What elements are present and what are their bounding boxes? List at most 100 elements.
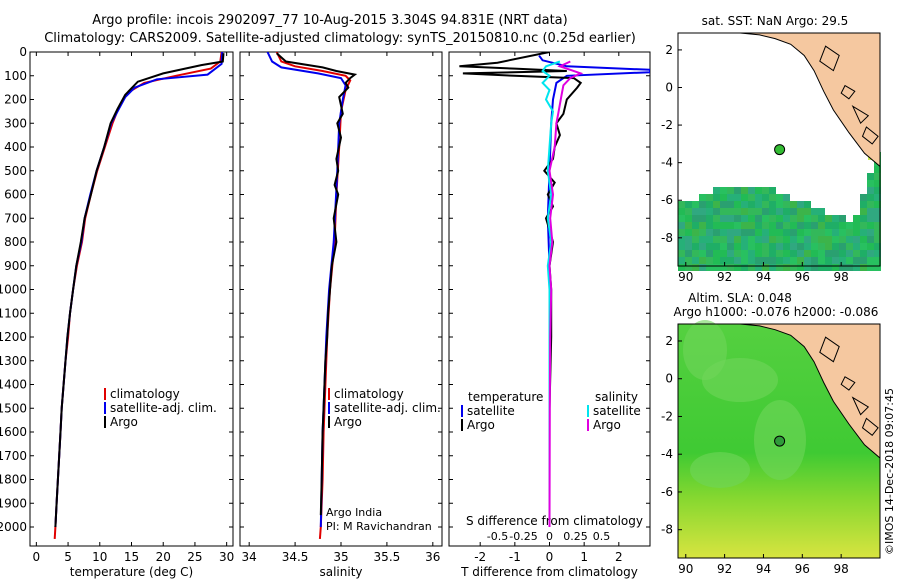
map-top-sst-cell (699, 201, 706, 208)
map-top-sst-cell (706, 264, 713, 271)
map-y-tick-label: 2 (665, 334, 673, 348)
x-tick-label: 30 (219, 550, 234, 564)
map-top-sst-cell (685, 243, 692, 250)
map-top-sst-cell (846, 243, 853, 250)
map-y-tick-label: -6 (661, 485, 673, 499)
map-top-sst-cell (797, 215, 804, 222)
map-top-sst-cell (741, 250, 748, 257)
map-top-sst-cell (860, 201, 867, 208)
map-top-sst-cell (762, 264, 769, 271)
map-top-group (677, 32, 881, 271)
map-top-sst-cell (748, 222, 755, 229)
map-y-tick-label: -8 (661, 523, 673, 537)
map-top-sst-cell (818, 208, 825, 215)
map-bottom-argo-marker (774, 435, 786, 447)
map-top-sst-cell (846, 257, 853, 264)
x-tick-label: -2 (474, 550, 486, 564)
map-top-sst-cell (804, 229, 811, 236)
map-top-sst-cell (867, 201, 874, 208)
map-top-sst-cell (776, 222, 783, 229)
map-top-sst-cell (727, 236, 734, 243)
map-x-tick-label: 90 (678, 562, 693, 576)
map-top-sst-cell (874, 201, 881, 208)
map-bottom-sla-blob (683, 320, 727, 380)
map-top-sst-cell (734, 201, 741, 208)
map-top-sst-cell (734, 194, 741, 201)
map-top-sst-cell (846, 264, 853, 271)
map-top-sst-cell (804, 201, 811, 208)
map-top-sst-cell (783, 215, 790, 222)
map-top-sst-cell (755, 201, 762, 208)
map-top-sst-cell (783, 222, 790, 229)
map-top-sst-cell (769, 264, 776, 271)
map-top-sst-cell (734, 236, 741, 243)
map-top-sst-cell (790, 208, 797, 215)
map-top-sst-cell (678, 222, 685, 229)
map-top-sst-cell (867, 180, 874, 187)
x-tick-label: 25 (187, 550, 202, 564)
map-top-sst-cell (727, 187, 734, 194)
map-top-sst-cell (769, 215, 776, 222)
map-top-sst-cell (727, 194, 734, 201)
map-top-sst-cell (839, 243, 846, 250)
map-top-title: sat. SST: NaN Argo: 29.5 (702, 14, 849, 28)
map-top-sst-cell (748, 229, 755, 236)
map-top-sst-cell (713, 236, 720, 243)
map-top-sst-cell (825, 257, 832, 264)
map-top-sst-cell (860, 243, 867, 250)
y-tick-label: 600 (4, 188, 27, 202)
map-top-sst-cell (678, 257, 685, 264)
y-tick-label: 700 (4, 211, 27, 225)
series-line-satellite-adj-clim- (54, 52, 224, 528)
map-top-sst-cell (790, 215, 797, 222)
map-top-sst-cell (734, 229, 741, 236)
y-tick-label: 1600 (0, 425, 27, 439)
map-top-sst-cell (699, 222, 706, 229)
annotation-text: Argo India (326, 506, 382, 519)
map-top-sst-cell (755, 250, 762, 257)
y-tick-label: 1500 (0, 401, 27, 415)
map-top-sst-cell (776, 215, 783, 222)
map-top-sst-cell (678, 201, 685, 208)
map-top-sst-cell (818, 222, 825, 229)
map-top-sst-cell (699, 236, 706, 243)
map-bottom-island (861, 417, 879, 436)
map-top-sst-cell (832, 229, 839, 236)
map-top-sst-cell (867, 264, 874, 271)
map-top-sst-cell (720, 215, 727, 222)
map-top-sst-cell (720, 222, 727, 229)
map-top-sst-cell (762, 201, 769, 208)
map-top-sst-cell (748, 215, 755, 222)
map-top-sst-cell (790, 243, 797, 250)
map-top-sst-cell (874, 250, 881, 257)
x-tick-label: 10 (92, 550, 107, 564)
x-tick-label: 34 (242, 550, 257, 564)
map-top-sst-cell (867, 208, 874, 215)
map-x-tick-label: 90 (678, 270, 693, 284)
map-top-sst-cell (839, 229, 846, 236)
map-top-sst-cell (769, 236, 776, 243)
y-tick-label: 0 (19, 45, 27, 59)
map-top-sst-cell (811, 208, 818, 215)
map-top-sst-cell (720, 264, 727, 271)
map-top-sst-cell (825, 215, 832, 222)
legend-title: salinity (595, 390, 638, 404)
map-top-sst-cell (734, 257, 741, 264)
map-top-sst-cell (797, 229, 804, 236)
map-top-sst-cell (748, 257, 755, 264)
map-top-sst-cell (790, 257, 797, 264)
map-top-sst-cell (678, 215, 685, 222)
map-top-sst-cell (846, 250, 853, 257)
map-top-sst-cell (776, 243, 783, 250)
map-top-sst-cell (706, 229, 713, 236)
map-top-sst-cell (832, 250, 839, 257)
map-top-sst-cell (853, 229, 860, 236)
x-tick-label: 35 (333, 550, 348, 564)
map-top-sst-cell (804, 236, 811, 243)
map-top-sst-cell (678, 208, 685, 215)
map-top-sst-cell (867, 229, 874, 236)
map-top-sst-cell (706, 236, 713, 243)
map-top-sst-cell (734, 215, 741, 222)
map-x-tick-label: 92 (717, 270, 732, 284)
